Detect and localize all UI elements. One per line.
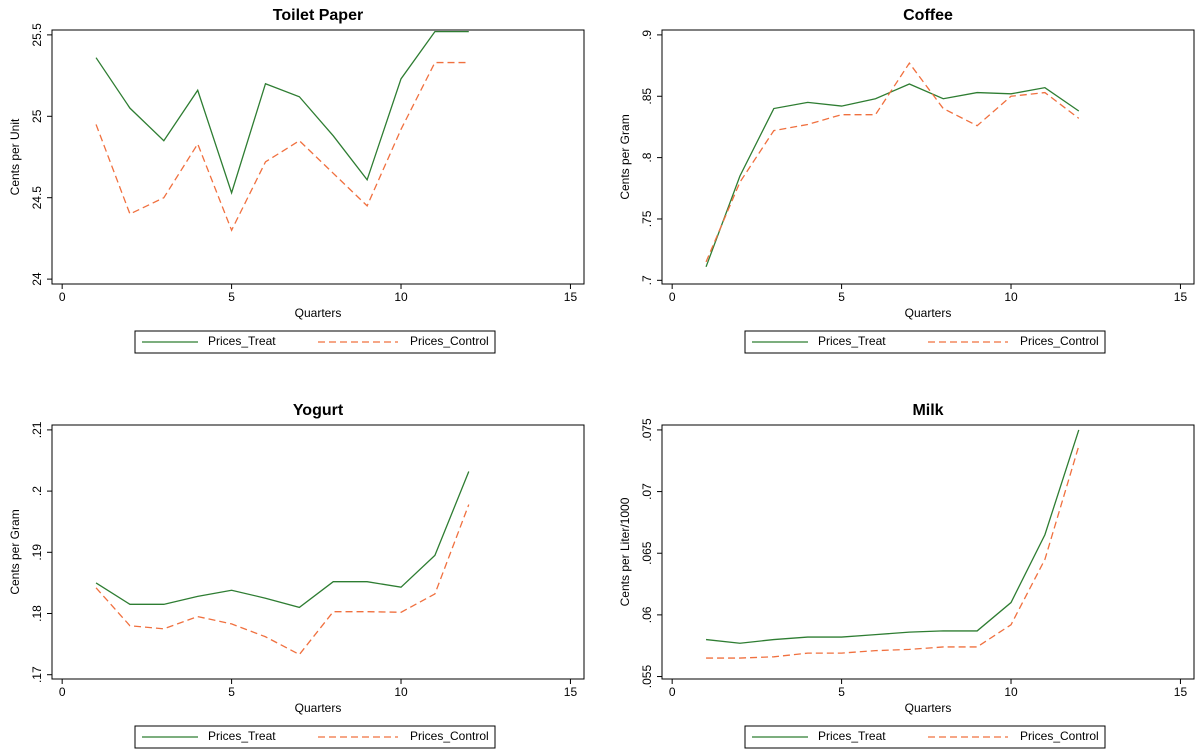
legend-box xyxy=(744,725,1106,749)
data-line xyxy=(95,504,470,656)
x-tick-label: 5 xyxy=(838,290,845,304)
y-tick-label: .21 xyxy=(30,421,44,438)
y-axis-label: Cents per Unit xyxy=(8,118,22,195)
legend-label: Prices_Control xyxy=(1020,334,1099,348)
y-tick-label: 24.5 xyxy=(30,186,44,210)
legend-label: Prices_Treat xyxy=(208,334,276,348)
y-tick-label: .065 xyxy=(640,541,654,565)
y-tick-label: .06 xyxy=(640,606,654,623)
legend-label: Prices_Treat xyxy=(208,729,276,743)
x-tick-label: 5 xyxy=(228,685,235,699)
legend-label: Prices_Control xyxy=(410,334,489,348)
y-axis-label: Cents per Liter/1000 xyxy=(618,497,632,606)
x-axis-label: Quarters xyxy=(905,701,952,715)
legend-box xyxy=(134,725,496,749)
y-tick-label: .8 xyxy=(640,152,654,162)
chart-title: Milk xyxy=(912,402,943,419)
chart-title: Toilet Paper xyxy=(273,7,363,24)
x-axis-label: Quarters xyxy=(295,701,342,715)
legend-label: Prices_Control xyxy=(410,729,489,743)
y-tick-label: .07 xyxy=(640,483,654,500)
data-line xyxy=(705,429,1080,644)
x-tick-label: 10 xyxy=(394,290,408,304)
x-tick-label: 10 xyxy=(1004,685,1018,699)
x-tick-label: 0 xyxy=(59,290,66,304)
legend-label: Prices_Treat xyxy=(818,729,886,743)
chart-panel: Coffee .7 .75 .8 .85 .9 0 5 10 15 Quarters Cents pe… xyxy=(618,7,1195,354)
y-tick-label: .2 xyxy=(30,486,44,496)
y-tick-label: .18 xyxy=(30,605,44,622)
plot-frame xyxy=(51,29,585,285)
x-tick-label: 0 xyxy=(669,290,676,304)
chart-title: Yogurt xyxy=(293,402,344,419)
y-tick-label: .85 xyxy=(640,88,654,105)
legend-box xyxy=(134,330,496,354)
x-tick-label: 0 xyxy=(669,685,676,699)
x-tick-label: 0 xyxy=(59,685,66,699)
data-line xyxy=(705,61,1080,263)
x-tick-label: 15 xyxy=(1174,290,1188,304)
data-line xyxy=(95,61,469,232)
x-tick-label: 10 xyxy=(394,685,408,699)
y-tick-label: .9 xyxy=(640,30,654,40)
data-line xyxy=(95,471,470,609)
data-line xyxy=(705,83,1080,268)
x-tick-label: 5 xyxy=(838,685,845,699)
y-tick-label: .7 xyxy=(640,275,654,285)
chart-panel: Toilet Paper 24 24.5 25 25.5 0 5 10 15 Quarters Ce… xyxy=(8,7,585,354)
x-tick-label: 5 xyxy=(228,290,235,304)
plot-frame xyxy=(661,29,1195,285)
y-tick-label: 25 xyxy=(30,109,44,123)
y-tick-label: 24 xyxy=(30,272,44,286)
plot-frame xyxy=(661,424,1195,680)
y-tick-label: .075 xyxy=(640,418,654,442)
x-tick-label: 15 xyxy=(564,685,578,699)
chart-panel: Milk .055 .06 .065 .07 .075 0 5 10 15 Quarters Cent… xyxy=(618,402,1195,749)
y-tick-label: 25.5 xyxy=(30,23,44,47)
x-axis-label: Quarters xyxy=(295,306,342,320)
x-tick-label: 15 xyxy=(564,290,578,304)
chart-title: Coffee xyxy=(903,7,953,24)
y-tick-label: .19 xyxy=(30,544,44,561)
x-axis-label: Quarters xyxy=(905,306,952,320)
y-axis-label: Cents per Gram xyxy=(8,509,22,594)
legend-label: Prices_Treat xyxy=(818,334,886,348)
chart-panel: Yogurt .17 .18 .19 .2 .21 0 5 10 15 Quarters Cents … xyxy=(8,402,585,749)
y-tick-label: .17 xyxy=(30,666,44,683)
x-tick-label: 15 xyxy=(1174,685,1188,699)
y-tick-label: .75 xyxy=(640,210,654,227)
data-line xyxy=(706,445,1080,659)
legend-box xyxy=(744,330,1106,354)
y-tick-label: .055 xyxy=(640,665,654,689)
x-tick-label: 10 xyxy=(1004,290,1018,304)
legend-label: Prices_Control xyxy=(1020,729,1099,743)
plot-frame xyxy=(51,424,585,680)
data-line xyxy=(95,30,469,195)
y-axis-label: Cents per Gram xyxy=(618,114,632,199)
